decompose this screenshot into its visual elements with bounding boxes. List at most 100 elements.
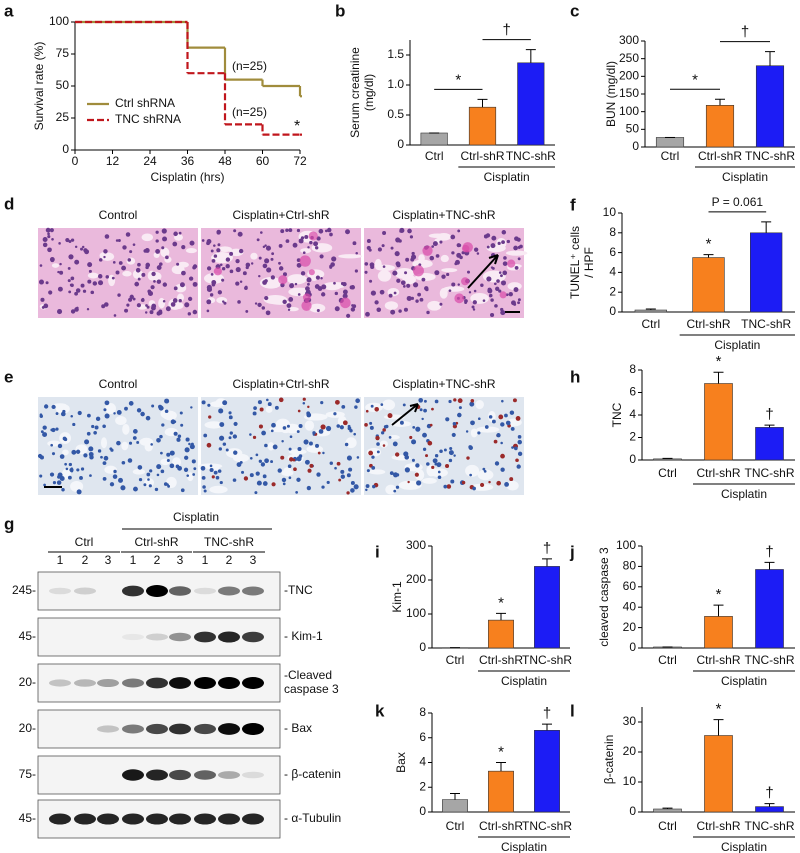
nucleus xyxy=(334,466,337,470)
nucleus xyxy=(228,415,233,420)
nucleus xyxy=(90,290,95,295)
error-bar xyxy=(715,98,725,106)
nucleus xyxy=(256,238,260,242)
tubule-lumen xyxy=(121,441,129,451)
nucleus xyxy=(407,480,410,484)
nucleus xyxy=(298,454,303,458)
nucleus xyxy=(297,293,301,296)
nucleus xyxy=(38,279,45,285)
nucleus xyxy=(262,481,268,486)
nucleus xyxy=(51,404,56,410)
group-label: Cisplatin xyxy=(501,840,547,853)
panel-label: h xyxy=(570,367,580,386)
x-tick-label: 60 xyxy=(256,154,270,168)
x-tick-label: Ctrl-shR xyxy=(697,466,741,480)
error-bar xyxy=(765,51,775,66)
nucleus xyxy=(469,401,475,407)
nucleus xyxy=(436,462,442,468)
nucleus xyxy=(50,258,55,263)
nucleus xyxy=(173,431,178,436)
arrow xyxy=(467,254,499,289)
nucleus xyxy=(39,414,43,418)
nucleus xyxy=(136,441,140,444)
nucleus xyxy=(104,400,110,406)
tubule-lumen xyxy=(375,264,396,271)
x-tick-label: TNC-shR xyxy=(745,653,795,667)
tubule-lumen xyxy=(232,453,250,463)
nucleus xyxy=(456,252,462,258)
error-bar xyxy=(764,561,775,570)
nucleus xyxy=(369,425,374,430)
bar xyxy=(468,106,497,146)
tubule-lumen xyxy=(115,416,127,426)
nucleus xyxy=(166,458,170,462)
protein-label: -Cleaved xyxy=(284,668,332,682)
nucleus xyxy=(517,257,521,261)
nucleus xyxy=(233,450,237,454)
nucleus xyxy=(317,451,321,455)
nucleus xyxy=(340,469,345,474)
band xyxy=(242,813,264,825)
tubule-lumen xyxy=(427,300,442,311)
nucleus xyxy=(329,461,333,465)
nucleus xyxy=(39,264,43,267)
nucleus xyxy=(98,258,103,262)
panel-label: l xyxy=(570,701,575,720)
nucleus xyxy=(207,403,211,407)
nucleus xyxy=(228,436,232,440)
tubule-lumen xyxy=(177,261,189,268)
nucleus xyxy=(364,423,368,427)
nucleus xyxy=(186,474,190,477)
nucleus xyxy=(393,489,397,493)
nucleus xyxy=(482,467,486,471)
nucleus xyxy=(128,401,134,406)
nucleus xyxy=(127,458,133,463)
nucleus xyxy=(265,310,271,316)
nucleus xyxy=(467,270,471,274)
nucleus xyxy=(210,249,214,253)
nucleus xyxy=(255,471,260,476)
nucleus xyxy=(448,458,453,463)
nucleus xyxy=(235,266,241,273)
nucleus xyxy=(500,441,503,445)
nucleus xyxy=(264,295,269,301)
nucleus xyxy=(162,300,166,303)
nucleus xyxy=(502,270,508,276)
nucleus xyxy=(313,241,319,247)
nucleus xyxy=(439,240,443,244)
nucleus xyxy=(95,416,101,422)
nucleus xyxy=(161,228,167,234)
nucleus xyxy=(200,465,206,471)
nucleus xyxy=(249,456,253,460)
nucleus xyxy=(434,399,439,404)
nucleus xyxy=(342,289,348,295)
nucleus xyxy=(353,432,356,436)
nucleus xyxy=(163,482,168,486)
nucleus xyxy=(296,262,302,268)
band xyxy=(242,677,264,689)
nucleus xyxy=(149,469,153,473)
nucleus xyxy=(493,439,498,444)
y-tick-label: 2 xyxy=(609,284,616,298)
nucleus xyxy=(58,242,61,245)
nucleus xyxy=(437,475,442,480)
nucleus xyxy=(427,440,433,446)
y-axis-label: Serum creatinine xyxy=(348,47,362,138)
y-tick-label: 0 xyxy=(629,804,636,818)
nucleus xyxy=(389,471,394,476)
nucleus xyxy=(271,482,276,487)
nucleus xyxy=(515,458,519,463)
bar xyxy=(653,458,682,461)
nucleus xyxy=(451,432,456,437)
nucleus xyxy=(300,271,306,276)
mw-marker: 45- xyxy=(19,811,36,825)
tubule-lumen xyxy=(87,272,99,279)
nucleus xyxy=(211,258,216,263)
nucleus xyxy=(468,445,473,449)
band xyxy=(74,587,96,595)
nucleus xyxy=(331,256,337,262)
nucleus xyxy=(228,411,232,415)
nucleus xyxy=(89,474,92,477)
bracket-label: P = 0.061 xyxy=(712,195,764,209)
nucleus xyxy=(457,229,461,233)
